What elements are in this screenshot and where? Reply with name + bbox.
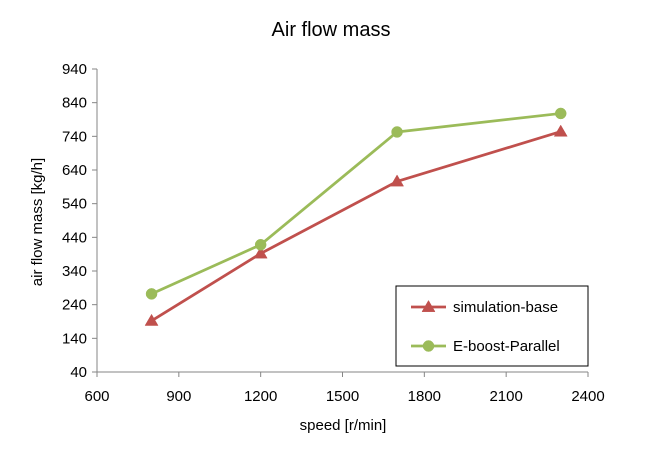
x-tick-label: 1500 xyxy=(326,388,359,405)
data-point xyxy=(145,288,158,300)
chart-title: Air flow mass xyxy=(272,19,391,41)
legend-entry: simulation-base xyxy=(411,299,558,316)
x-tick-label: 600 xyxy=(84,388,109,405)
y-tick-label: 140 xyxy=(62,330,87,347)
legend-marker xyxy=(422,340,435,352)
y-tick-label: 640 xyxy=(62,162,87,179)
data-point xyxy=(554,107,567,120)
y-tick-label: 40 xyxy=(70,364,87,381)
legend-box xyxy=(395,285,589,367)
x-tick-label: 900 xyxy=(166,388,191,405)
y-axis-label: air flow mass [kg/h] xyxy=(29,158,46,286)
y-tick-label: 440 xyxy=(62,229,87,246)
series-line xyxy=(150,112,561,296)
axes: 40 140 240 340 440 540 640 740 840 940 600 900 1200 1… xyxy=(62,61,605,405)
data-point xyxy=(391,126,403,138)
y-tick-label: 940 xyxy=(62,61,87,78)
series-layer xyxy=(144,107,568,326)
x-tick-label: 2400 xyxy=(571,388,604,405)
legend: simulation-base E-boost-Parallel xyxy=(395,285,589,367)
y-tick-label: 340 xyxy=(62,263,87,280)
data-point xyxy=(144,313,159,326)
data-point xyxy=(253,246,268,259)
y-tick-label: 840 xyxy=(62,95,87,112)
y-tick-label: 540 xyxy=(62,196,87,213)
series-0 xyxy=(144,124,568,326)
data-point xyxy=(553,124,568,137)
legend-marker xyxy=(421,300,436,312)
series-1 xyxy=(145,107,567,300)
x-tick-label: 2100 xyxy=(489,388,522,405)
legend-entry: E-boost-Parallel xyxy=(411,338,560,355)
data-point xyxy=(390,174,404,187)
data-point xyxy=(254,238,267,251)
y-tick-label: 240 xyxy=(62,297,87,314)
legend-label: E-boost-Parallel xyxy=(453,338,560,355)
y-tick-label: 740 xyxy=(62,128,87,145)
legend-label: simulation-base xyxy=(453,299,558,316)
series-line xyxy=(150,130,562,322)
x-tick-label: 1800 xyxy=(408,388,441,405)
x-axis-label: speed [r/min] xyxy=(300,417,387,434)
x-tick-label: 1200 xyxy=(244,388,277,405)
